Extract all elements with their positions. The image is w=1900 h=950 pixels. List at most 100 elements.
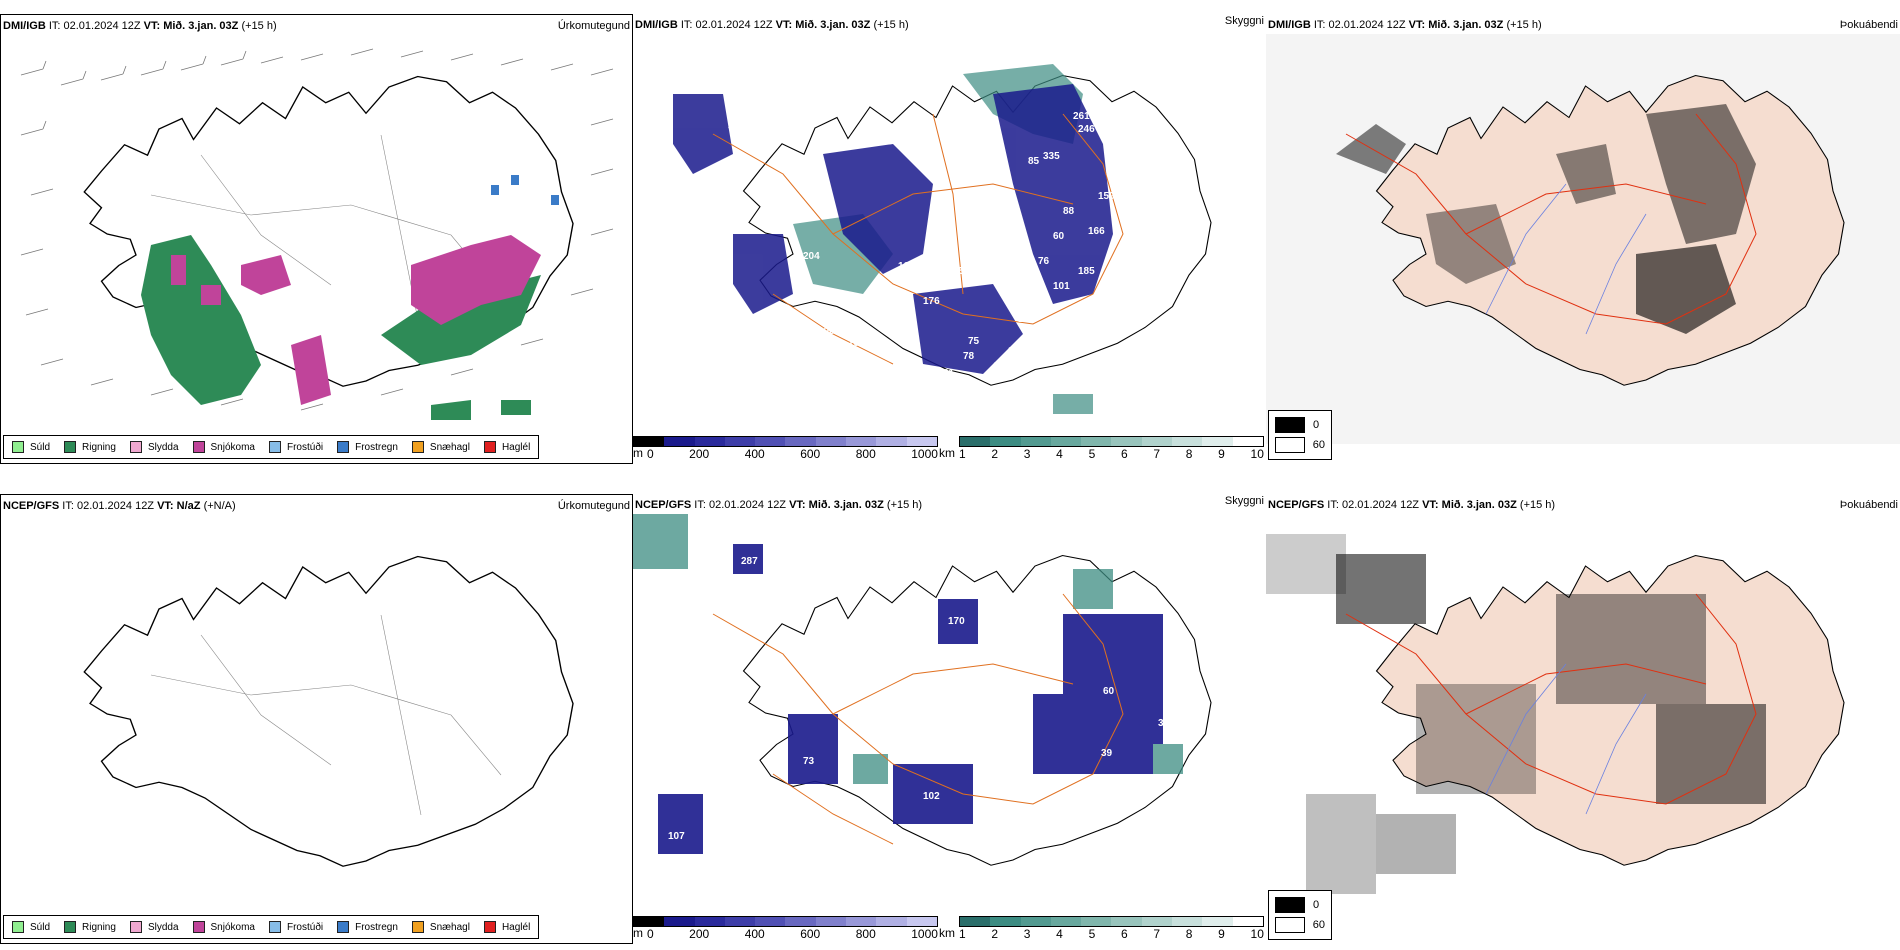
fog-panel-top: DMI/IGB IT: 02.01.2024 12Z VT: Mið. 3.ja… xyxy=(1266,14,1900,464)
tick-label: 800 xyxy=(855,447,876,461)
legend-label: Slydda xyxy=(147,921,179,933)
legend-label: Haglél xyxy=(501,441,531,453)
vis-value: 133 xyxy=(1018,286,1035,297)
colorbar-km-bar xyxy=(959,916,1264,927)
legend-label: Slydda xyxy=(147,441,179,453)
tick-label: 4 xyxy=(1056,447,1063,461)
vis-value: 32 xyxy=(778,151,790,162)
visibility-values: 261 246 72 68 77 56 55 76 58 52 60 63 15… xyxy=(728,111,1205,415)
legend-label: 60 xyxy=(1312,439,1325,451)
legend-label: Frostúði xyxy=(286,441,324,453)
visibility-panel-bottom: NCEP/GFS IT: 02.01.2024 12Z VT: Mið. 3.j… xyxy=(633,494,1266,944)
panel-header: DMI/IGB IT: 02.01.2024 12Z VT: Mið. 3.ja… xyxy=(635,15,1264,31)
vis-value: 327 xyxy=(728,121,745,132)
vis-value: 102 xyxy=(923,791,940,802)
legend-item: Súld xyxy=(12,921,50,933)
model-name: DMI/IGB xyxy=(3,20,46,32)
forecast-offset: (+15 h) xyxy=(873,19,909,31)
legend-item: Súld xyxy=(12,441,50,453)
legend-label: Súld xyxy=(30,441,51,453)
legend-swatch xyxy=(64,441,77,453)
legend-swatch xyxy=(12,921,24,933)
legend-label: Haglél xyxy=(501,921,531,933)
vis-value: 52 xyxy=(1163,231,1175,242)
legend-swatch xyxy=(129,921,142,933)
legend-label: Rigning xyxy=(82,441,116,453)
vis-value: 60 xyxy=(1178,244,1190,255)
vis-value: 84 xyxy=(1113,261,1125,272)
vis-value: 104 xyxy=(853,296,870,307)
init-time: IT: 02.01.2024 12Z xyxy=(1313,19,1406,31)
model-name: NCEP/GFS xyxy=(1268,499,1325,511)
vis-value: 71 xyxy=(1113,296,1125,307)
vis-value: 97 xyxy=(793,171,805,182)
vis-value: 204 xyxy=(803,251,820,262)
tick-label: 600 xyxy=(800,447,821,461)
colorbar-meters-ticks: 0 200 400 600 800 1000 xyxy=(633,927,938,941)
colorbar-km-unit: km xyxy=(939,446,955,460)
legend-item: Haglél xyxy=(483,441,531,453)
vis-value: 65 xyxy=(993,361,1005,372)
legend-item: Frostregn xyxy=(337,921,398,933)
vis-value: 72 xyxy=(1103,141,1115,152)
valid-time: VT: Mið. 3.jan. 03Z xyxy=(1408,19,1504,31)
legend-label: 0 xyxy=(1313,419,1320,431)
precip-panel-top: DMI/IGB IT: 02.01.2024 12Z VT: Mið. 3.ja… xyxy=(0,14,633,464)
legend-swatch xyxy=(192,921,205,933)
vis-value: 61 xyxy=(943,368,955,379)
vis-value: 97 xyxy=(793,556,805,567)
legend-swatch xyxy=(483,441,496,453)
fog-legend: 0 60 xyxy=(1268,410,1332,460)
vis-value: 142 xyxy=(1118,201,1135,212)
vis-value: 106 xyxy=(1128,231,1145,242)
vis-value: 159 xyxy=(1098,191,1115,202)
roads xyxy=(1345,593,1757,805)
legend-item: Haglél xyxy=(483,921,531,933)
vis-value: 335 xyxy=(1043,151,1060,162)
vis-value: 101 xyxy=(1053,281,1070,292)
vis-value: 39 xyxy=(1101,748,1113,759)
vis-value: 78 xyxy=(963,351,975,362)
vis-value: 76 xyxy=(1038,256,1050,267)
vis-value: 34 xyxy=(1063,796,1075,807)
tick-label: 2 xyxy=(991,447,999,461)
legend-swatch xyxy=(1275,417,1305,433)
vis-value: 90 xyxy=(828,346,840,357)
vis-value: 78 xyxy=(988,191,1000,202)
colorbar-m-unit: m xyxy=(633,446,643,460)
vis-value: 60 xyxy=(1053,231,1065,242)
tick-label: 1 xyxy=(959,447,966,461)
colorbar-km-ticks: 1 2 3 4 5 6 7 8 9 10 xyxy=(959,447,1264,461)
tick-label: 8 xyxy=(1185,447,1193,461)
vis-value: 55 xyxy=(1178,186,1190,197)
panel-header: NCEP/GFS IT: 02.01.2024 12Z VT: N/aZ (+N… xyxy=(3,500,630,512)
legend-swatch xyxy=(268,921,281,933)
legend-row: 0 xyxy=(1275,415,1325,435)
legend-label: 60 xyxy=(1312,919,1325,931)
vis-value: 71 xyxy=(1128,281,1140,292)
precip-map xyxy=(83,555,574,867)
vis-value: 63 xyxy=(1103,326,1115,337)
tick-label: 6 xyxy=(1120,447,1128,461)
init-time: IT: 02.01.2024 12Z xyxy=(680,19,773,31)
tick-label: 200 xyxy=(689,447,710,461)
legend-swatch xyxy=(337,441,350,453)
rivers xyxy=(1485,183,1647,335)
colorbar-meters: 0 200 400 600 800 1000 xyxy=(633,916,938,941)
colorbar-meters-bar xyxy=(633,916,938,927)
panel-type-title: Skyggni xyxy=(1224,495,1264,507)
fog-map xyxy=(1266,34,1900,444)
visibility-values: 287 97 170 28 60 37 39 34 73 102 107 xyxy=(668,556,1193,842)
legend-swatch xyxy=(192,441,205,453)
forecast-offset: (+15 h) xyxy=(241,20,277,32)
legend-row: 60 xyxy=(1275,915,1325,935)
tick-label: 9 xyxy=(1218,447,1225,461)
colorbar-km-unit: km xyxy=(939,926,955,940)
tick-label: 800 xyxy=(855,927,876,941)
vis-value: 79 xyxy=(778,201,790,212)
panel-header: NCEP/GFS IT: 02.01.2024 12Z VT: Mið. 3.j… xyxy=(635,495,1264,511)
tick-label: 9 xyxy=(1218,927,1225,941)
tick-label: 3 xyxy=(1023,927,1031,941)
tick-label: 6 xyxy=(1120,927,1128,941)
tick-label: 0 xyxy=(647,927,654,941)
